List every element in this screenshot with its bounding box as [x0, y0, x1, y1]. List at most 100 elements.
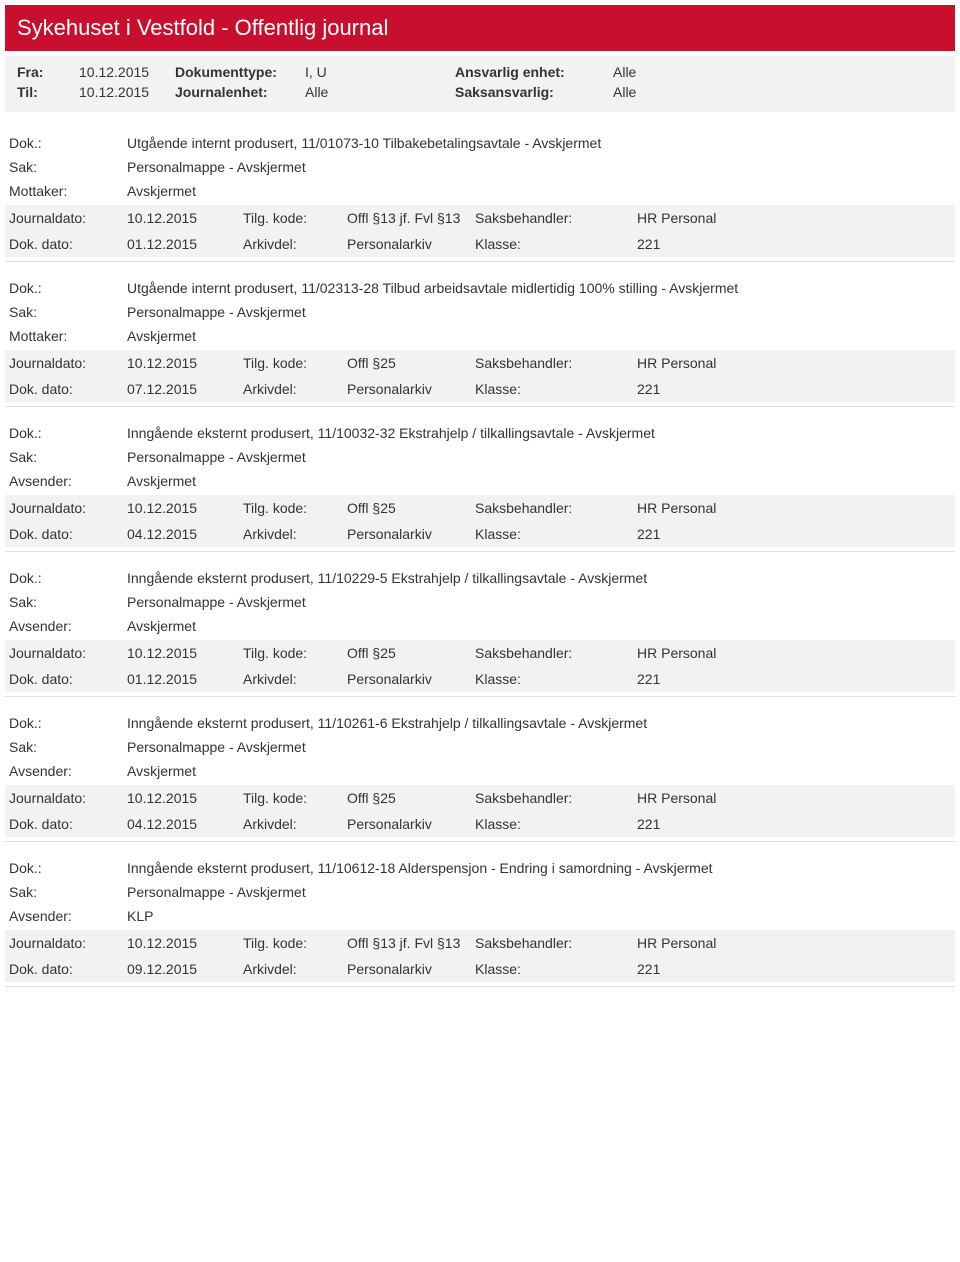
entry-dok-value: Utgående internt produsert, 11/02313-28 … [127, 280, 951, 296]
entry-dok-row: Dok.:Inngående eksternt produsert, 11/10… [5, 711, 955, 735]
entry-party-row: Avsender:KLP [5, 904, 955, 928]
arkivdel-label: Arkivdel: [243, 961, 347, 977]
arkivdel-label: Arkivdel: [243, 381, 347, 397]
entry-dok-value: Utgående internt produsert, 11/01073-10 … [127, 135, 951, 151]
journal-entry: Dok.:Inngående eksternt produsert, 11/10… [5, 842, 955, 987]
klasse-label: Klasse: [475, 816, 637, 832]
meta-row-1: Fra: 10.12.2015 Dokumenttype: I, U Ansva… [17, 62, 943, 82]
entry-party-row: Mottaker:Avskjermet [5, 179, 955, 203]
entry-sak-label: Sak: [9, 739, 127, 755]
tilgkode-label: Tilg. kode: [243, 210, 347, 226]
journaldato-label: Journaldato: [9, 790, 127, 806]
arkivdel-value: Personalarkiv [347, 816, 475, 832]
meta-bar: Fra: 10.12.2015 Dokumenttype: I, U Ansva… [5, 56, 955, 112]
meta-journalenhet-label: Journalenhet: [175, 84, 305, 100]
meta-doktype-label: Dokumenttype: [175, 64, 305, 80]
dokdato-value: 04.12.2015 [127, 816, 243, 832]
saksbehandler-label: Saksbehandler: [475, 645, 637, 661]
saksbehandler-label: Saksbehandler: [475, 790, 637, 806]
entry-sak-value: Personalmappe - Avskjermet [127, 884, 951, 900]
entry-sak-label: Sak: [9, 304, 127, 320]
entries-container: Dok.:Utgående internt produsert, 11/0107… [0, 117, 960, 987]
entry-dok-label: Dok.: [9, 570, 127, 586]
entry-dok-label: Dok.: [9, 425, 127, 441]
dokdato-label: Dok. dato: [9, 816, 127, 832]
entry-dok-row: Dok.:Utgående internt produsert, 11/0231… [5, 276, 955, 300]
entry-dok-row: Dok.:Inngående eksternt produsert, 11/10… [5, 421, 955, 445]
saksbehandler-value: HR Personal [637, 790, 951, 806]
meta-fra-value: 10.12.2015 [79, 64, 175, 80]
entry-detail-row-1: Journaldato:10.12.2015Tilg. kode:Offl §2… [5, 350, 955, 376]
klasse-label: Klasse: [475, 236, 637, 252]
journal-entry: Dok.:Inngående eksternt produsert, 11/10… [5, 552, 955, 697]
entry-party-value: Avskjermet [127, 618, 951, 634]
dokdato-label: Dok. dato: [9, 671, 127, 687]
arkivdel-label: Arkivdel: [243, 236, 347, 252]
entry-sak-value: Personalmappe - Avskjermet [127, 304, 951, 320]
dokdato-value: 01.12.2015 [127, 671, 243, 687]
entry-party-label: Avsender: [9, 618, 127, 634]
dokdato-value: 07.12.2015 [127, 381, 243, 397]
entry-detail-row-1: Journaldato:10.12.2015Tilg. kode:Offl §2… [5, 495, 955, 521]
tilgkode-value: Offl §25 [347, 355, 475, 371]
entry-party-row: Avsender:Avskjermet [5, 759, 955, 783]
journal-entry: Dok.:Inngående eksternt produsert, 11/10… [5, 407, 955, 552]
page-title-banner: Sykehuset i Vestfold - Offentlig journal [5, 5, 955, 51]
arkivdel-value: Personalarkiv [347, 671, 475, 687]
entry-sak-value: Personalmappe - Avskjermet [127, 159, 951, 175]
journaldato-value: 10.12.2015 [127, 790, 243, 806]
arkivdel-label: Arkivdel: [243, 526, 347, 542]
entry-sak-row: Sak:Personalmappe - Avskjermet [5, 155, 955, 179]
journaldato-value: 10.12.2015 [127, 210, 243, 226]
entry-party-value: KLP [127, 908, 951, 924]
entry-party-value: Avskjermet [127, 473, 951, 489]
meta-ansvarlig-label: Ansvarlig enhet: [455, 64, 613, 80]
meta-journalenhet-value: Alle [305, 84, 455, 100]
entry-dok-label: Dok.: [9, 280, 127, 296]
dokdato-label: Dok. dato: [9, 526, 127, 542]
entry-sak-row: Sak:Personalmappe - Avskjermet [5, 735, 955, 759]
tilgkode-value: Offl §25 [347, 500, 475, 516]
journal-entry: Dok.:Inngående eksternt produsert, 11/10… [5, 697, 955, 842]
entry-detail-band: Journaldato:10.12.2015Tilg. kode:Offl §2… [5, 640, 955, 692]
tilgkode-value: Offl §13 jf. Fvl §13 [347, 935, 475, 951]
journaldato-label: Journaldato: [9, 645, 127, 661]
arkivdel-value: Personalarkiv [347, 961, 475, 977]
entry-party-value: Avskjermet [127, 328, 951, 344]
saksbehandler-value: HR Personal [637, 210, 951, 226]
entry-dok-value: Inngående eksternt produsert, 11/10229-5… [127, 570, 951, 586]
entry-dok-row: Dok.:Utgående internt produsert, 11/0107… [5, 131, 955, 155]
tilgkode-label: Tilg. kode: [243, 790, 347, 806]
entry-detail-row-2: Dok. dato:09.12.2015Arkivdel:Personalark… [5, 956, 955, 982]
entry-dok-label: Dok.: [9, 135, 127, 151]
entry-sak-value: Personalmappe - Avskjermet [127, 449, 951, 465]
entry-detail-row-1: Journaldato:10.12.2015Tilg. kode:Offl §2… [5, 640, 955, 666]
meta-row-2: Til: 10.12.2015 Journalenhet: Alle Saksa… [17, 82, 943, 102]
klasse-value: 221 [637, 236, 951, 252]
tilgkode-label: Tilg. kode: [243, 935, 347, 951]
journaldato-value: 10.12.2015 [127, 355, 243, 371]
entry-dok-label: Dok.: [9, 715, 127, 731]
entry-detail-row-1: Journaldato:10.12.2015Tilg. kode:Offl §2… [5, 785, 955, 811]
entry-party-row: Mottaker:Avskjermet [5, 324, 955, 348]
entry-sak-row: Sak:Personalmappe - Avskjermet [5, 590, 955, 614]
arkivdel-label: Arkivdel: [243, 816, 347, 832]
saksbehandler-value: HR Personal [637, 935, 951, 951]
klasse-label: Klasse: [475, 381, 637, 397]
journaldato-label: Journaldato: [9, 935, 127, 951]
entry-sak-value: Personalmappe - Avskjermet [127, 594, 951, 610]
entry-party-label: Mottaker: [9, 183, 127, 199]
arkivdel-value: Personalarkiv [347, 526, 475, 542]
entry-dok-value: Inngående eksternt produsert, 11/10261-6… [127, 715, 951, 731]
entry-detail-row-2: Dok. dato:07.12.2015Arkivdel:Personalark… [5, 376, 955, 402]
tilgkode-label: Tilg. kode: [243, 645, 347, 661]
entry-detail-band: Journaldato:10.12.2015Tilg. kode:Offl §2… [5, 350, 955, 402]
entry-dok-row: Dok.:Inngående eksternt produsert, 11/10… [5, 856, 955, 880]
arkivdel-value: Personalarkiv [347, 236, 475, 252]
tilgkode-value: Offl §13 jf. Fvl §13 [347, 210, 475, 226]
entry-sak-row: Sak:Personalmappe - Avskjermet [5, 445, 955, 469]
entry-party-value: Avskjermet [127, 183, 951, 199]
klasse-value: 221 [637, 671, 951, 687]
dokdato-label: Dok. dato: [9, 961, 127, 977]
entry-detail-band: Journaldato:10.12.2015Tilg. kode:Offl §2… [5, 495, 955, 547]
